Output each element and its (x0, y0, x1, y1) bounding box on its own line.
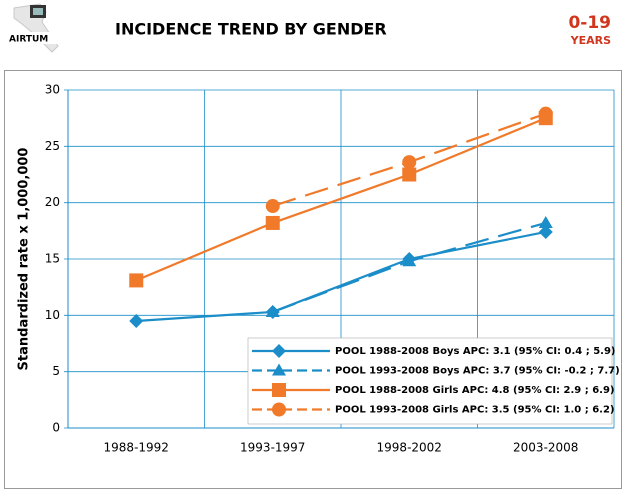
y-axis-label: Standardized rate x 1,000,000 (17, 148, 32, 371)
y-tick-label: 15 (45, 252, 60, 266)
x-tick-label: 1988-1992 (104, 441, 169, 455)
legend-label: POOL 1988-2008 Girls APC: 4.8 (95% CI: 2… (335, 385, 614, 396)
marker (538, 106, 553, 121)
y-tick-label: 10 (45, 308, 60, 322)
y-tick-label: 0 (52, 421, 60, 435)
age-unit: YEARS (570, 34, 611, 47)
series-line (135, 117, 547, 282)
x-tick-label: 1998-2002 (377, 441, 442, 455)
marker (538, 215, 553, 228)
logo-bg (8, 32, 64, 44)
marker (402, 155, 417, 170)
y-tick-label: 20 (45, 195, 60, 209)
legend-label: POOL 1993-2008 Boys APC: 3.7 (95% CI: -0… (335, 366, 620, 377)
y-tick-label: 5 (52, 364, 60, 378)
legend-marker (272, 383, 286, 397)
panel-border (4, 70, 622, 489)
y-tick-label: 25 (45, 139, 60, 153)
legend-label: POOL 1993-2008 Girls APC: 3.5 (95% CI: 1… (335, 405, 614, 416)
legend-marker (272, 402, 286, 417)
age-range: 0-19 (568, 13, 611, 33)
legend-box (247, 337, 613, 425)
x-tick-label: 1993-1997 (240, 441, 305, 455)
marker (402, 254, 417, 267)
series-line (272, 221, 547, 313)
legend-label: POOL 1988-2008 Boys APC: 3.1 (95% CI: 0.… (335, 346, 616, 357)
marker (129, 313, 144, 328)
logo-text: AIRTUM (9, 35, 48, 45)
marker (538, 224, 553, 239)
legend: POOL 1988-2008 Boys APC: 3.1 (95% CI: 0.… (247, 337, 620, 425)
marker (265, 215, 280, 230)
monitor-screen (33, 8, 43, 15)
marker (265, 304, 280, 317)
legend-marker (272, 344, 286, 358)
marker (402, 167, 417, 182)
y-tick-label: 30 (45, 83, 60, 97)
logo: AIRTUM (8, 3, 64, 53)
marker (265, 199, 280, 214)
page-title: INCIDENCE TREND BY GENDER (115, 20, 387, 39)
marker (129, 273, 144, 288)
x-tick-label: 2003-2008 (513, 441, 578, 455)
legend-marker (272, 363, 286, 376)
